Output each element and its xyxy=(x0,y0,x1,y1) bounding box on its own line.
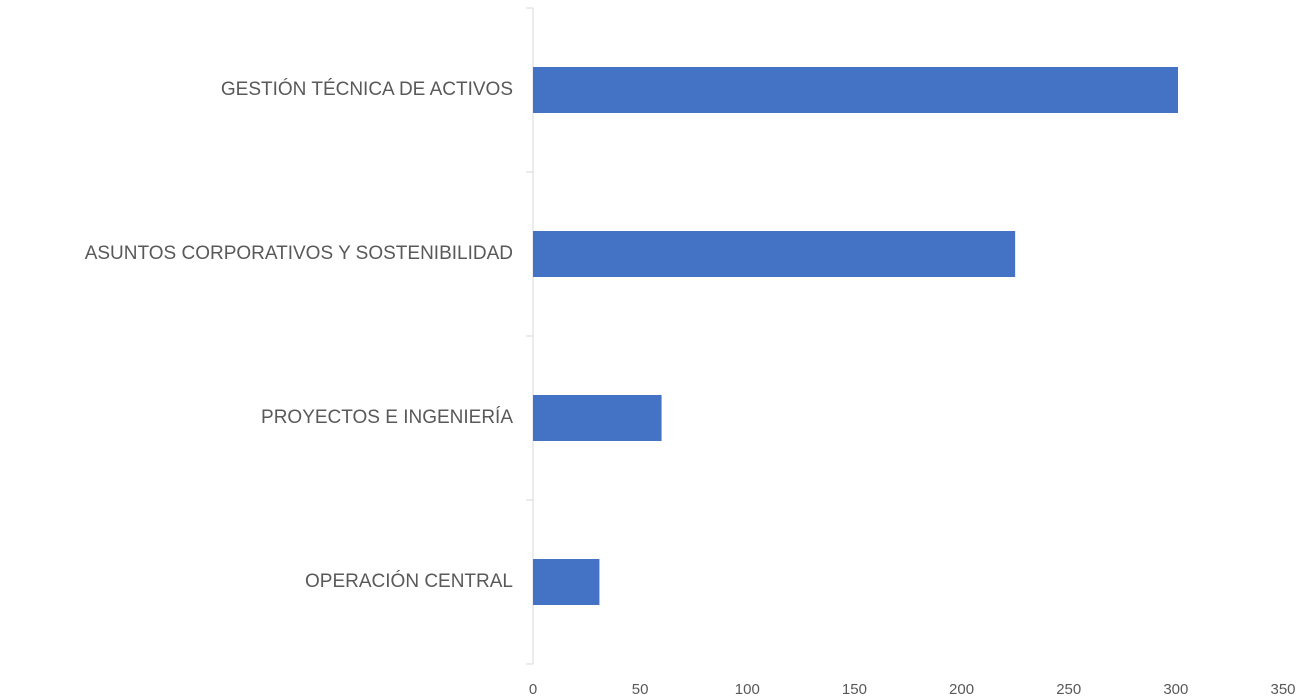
x-tick-label: 200 xyxy=(949,681,974,698)
x-tick-label: 350 xyxy=(1270,681,1295,698)
x-tick-label: 50 xyxy=(632,681,649,698)
x-tick-label: 300 xyxy=(1163,681,1188,698)
y-tick-label: ASUNTOS CORPORATIVOS Y SOSTENIBILIDAD xyxy=(85,243,513,264)
bar xyxy=(533,559,600,605)
x-tick-label: 100 xyxy=(735,681,760,698)
y-tick-label: OPERACIÓN CENTRAL xyxy=(305,570,513,592)
y-tick-label: GESTIÓN TÉCNICA DE ACTIVOS xyxy=(221,78,513,100)
bar xyxy=(533,395,662,441)
y-tick-label: PROYECTOS E INGENIERÍA xyxy=(261,407,513,428)
bar xyxy=(533,67,1178,113)
x-tick-label: 250 xyxy=(1056,681,1081,698)
x-tick-label: 150 xyxy=(842,681,867,698)
bar xyxy=(533,231,1016,277)
x-tick-label: 0 xyxy=(529,681,537,698)
